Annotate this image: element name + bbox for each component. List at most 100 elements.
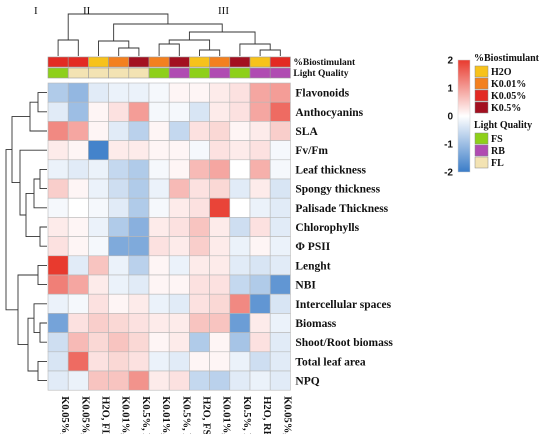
annotation-cell [47,56,69,68]
heatmap-cell [88,293,109,314]
heatmap-cell [108,121,130,141]
annotation-label: %Biostimulant [293,58,356,68]
column-label: K0.05%, FS [59,396,70,434]
row-label: Palisade Thickness [295,203,388,215]
heatmap-cell [168,332,190,353]
heatmap-cell [249,159,271,180]
heatmap-cell [108,332,130,353]
heatmap-cell [47,236,69,257]
annotation-cell [269,56,291,68]
row-label: Spongy thickness [295,184,380,196]
heatmap-cell [128,351,150,372]
heatmap-cell [108,351,130,372]
row-label: Intercellular spaces [295,299,391,311]
heatmap-cell [88,217,109,237]
heatmap-cell [209,274,231,295]
heatmap-cell [209,332,231,353]
heatmap-cell [269,351,291,372]
legend-swatch [474,156,489,169]
heatmap-cell [168,197,190,218]
heatmap-cell [47,82,69,103]
row-label: Leaf thickness [295,164,366,176]
dendrogram-link [29,101,47,132]
heatmap-cell [128,370,150,391]
annotation-cell [168,56,190,68]
heatmap-cell [67,82,89,103]
heatmap-cell [249,370,271,391]
heatmap-cell [189,332,210,353]
heatmap-cell [67,178,89,199]
heatmap-cell [148,101,170,122]
heatmap-cell [229,140,251,161]
dendrogram-link [39,226,47,247]
heatmap-cell [249,274,271,295]
heatmap-cell [128,178,150,199]
heatmap-cell [189,82,210,103]
heatmap-cell [47,197,69,218]
heatmap-cell [249,255,271,276]
annotation-cell [88,67,109,79]
heatmap-cell [249,332,271,353]
heatmap-cell [128,82,150,103]
annotation-cell [209,56,231,68]
heatmap-cell [269,82,291,103]
heatmap-cell [67,255,89,276]
heatmap-cell [229,82,251,103]
heatmap-cell [88,274,109,295]
heatmap-cell [128,140,150,161]
heatmap-cell [88,140,109,161]
heatmap-cell [229,274,251,295]
heatmap-cell [108,178,130,199]
heatmap-cell [67,197,89,218]
heatmap-cell [229,217,251,237]
heatmap-cell [209,236,231,257]
legend-swatch [474,77,489,90]
heatmap-cell [108,101,130,122]
legend-label: FS [491,134,503,145]
heatmap-cell [148,332,170,353]
colorbar-tick: -2 [444,168,453,179]
row-label: Fv/Fm [295,145,328,157]
heatmap-cell [189,101,210,122]
heatmap-cell [229,121,251,141]
heatmap-cell [168,82,190,103]
annotation-cell [67,67,89,79]
heatmap-cell [209,370,231,391]
heatmap-cell [209,101,231,122]
heatmap-cell [249,82,271,103]
heatmap-cell [67,351,89,372]
heatmap-cell [128,293,150,314]
heatmap-cell [148,313,170,333]
legend-title: %Biostimulant [474,53,540,64]
dendrogram-link [39,322,47,343]
heatmap-cell [168,313,190,333]
row-label: Total leaf area [295,356,366,368]
heatmap-cell [67,217,89,237]
heatmap-cell [128,255,150,276]
heatmap-cell [67,332,89,353]
heatmap-cell [108,274,130,295]
heatmap-cell [128,236,150,257]
heatmap-cell [88,370,109,391]
heatmap-cell [128,313,150,333]
heatmap-cell [269,274,291,295]
heatmap-cell [47,293,69,314]
cluster-label: III [218,5,229,17]
dendrogram-link [33,178,47,209]
dendrogram-link [158,43,180,56]
heatmap-cell [209,82,231,103]
heatmap-cell [168,178,190,199]
dendrogram-link [33,303,47,334]
annotation-cell [229,56,251,68]
annotation-cell [67,56,89,68]
heatmap-cell [47,178,69,199]
column-label: K0.05%, RB [281,396,292,434]
heatmap-cell [249,351,271,372]
row-label: NPQ [295,376,319,388]
row-label: Φ PSII [295,241,330,253]
heatmap-cell [209,121,231,141]
heatmap-cell [88,197,109,218]
row-label: Chlorophylls [295,222,359,234]
heatmap-cell [168,274,190,295]
